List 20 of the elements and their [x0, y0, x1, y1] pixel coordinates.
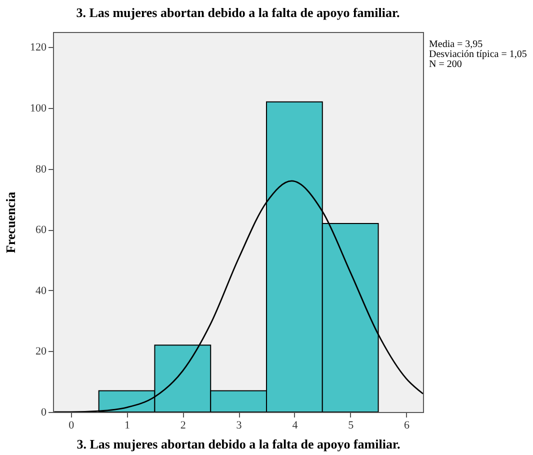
y-tick-label: 20 [36, 346, 47, 358]
y-axis-title: Frecuencia [3, 191, 18, 254]
text: N = 200 [429, 59, 462, 70]
y-tick-label: 40 [36, 284, 47, 297]
x-tick-label: 2 [180, 420, 186, 432]
x-tick-label: 5 [348, 420, 354, 432]
chart-title: 3. Las mujeres abortan debido a la falta de apoyo familiar. [76, 5, 400, 20]
y-tick-label: 80 [36, 163, 47, 176]
y-tick-label: 60 [36, 224, 47, 236]
y-tick-label: 0 [41, 406, 47, 418]
y-tick-label: 120 [30, 42, 47, 54]
text: Desviación típica = 1,05 [429, 49, 527, 60]
x-tick-label: 0 [68, 420, 75, 432]
x-tick-label: 6 [404, 420, 410, 432]
text: Media = 3,95 [429, 39, 483, 50]
x-axis-title: 3. Las mujeres abortan debido a la falta de apoyo familiar. [76, 436, 400, 452]
x-tick-label: 1 [124, 420, 130, 432]
x-tick-label: 3 [236, 420, 242, 432]
y-tick-label: 100 [30, 102, 47, 114]
x-tick-label: 4 [292, 420, 298, 432]
